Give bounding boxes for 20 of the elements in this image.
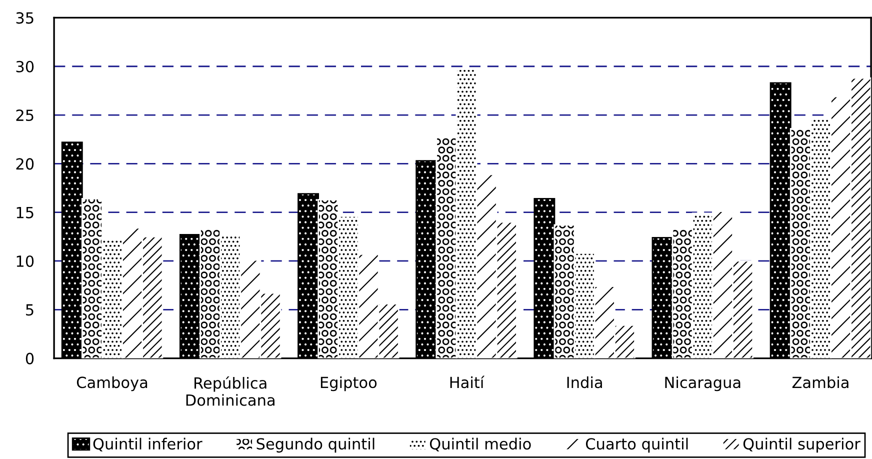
x-tick-label: Egiptoo [320, 376, 377, 392]
x-tick-label: Nicaragua [665, 376, 740, 392]
legend-label: Quintil medio [430, 438, 531, 452]
y-tick-label: 15 [16, 207, 34, 218]
y-tick-label: 30 [16, 60, 34, 72]
x-tick-label: India [567, 376, 602, 388]
y-tick-label: 0 [26, 352, 34, 364]
y-tick-label: 20 [16, 158, 34, 170]
y-tick-label: 10 [16, 255, 34, 268]
x-tick-label: República Dominicana [186, 376, 274, 406]
x-tick-label: Zambia [792, 376, 848, 388]
legend-label: Quintil superior [743, 438, 860, 453]
x-tick-label: Haití [450, 376, 485, 388]
legend-label: Segundo quintil [256, 438, 374, 453]
y-tick-label: 5 [26, 304, 34, 316]
y-tick-label: 25 [16, 109, 34, 122]
y-tick-label: 35 [16, 12, 34, 24]
x-tick-label: Camboya [76, 376, 148, 392]
legend-label: Quintil inferior [93, 438, 202, 452]
legend-label: Cuarto quintil [586, 438, 688, 453]
